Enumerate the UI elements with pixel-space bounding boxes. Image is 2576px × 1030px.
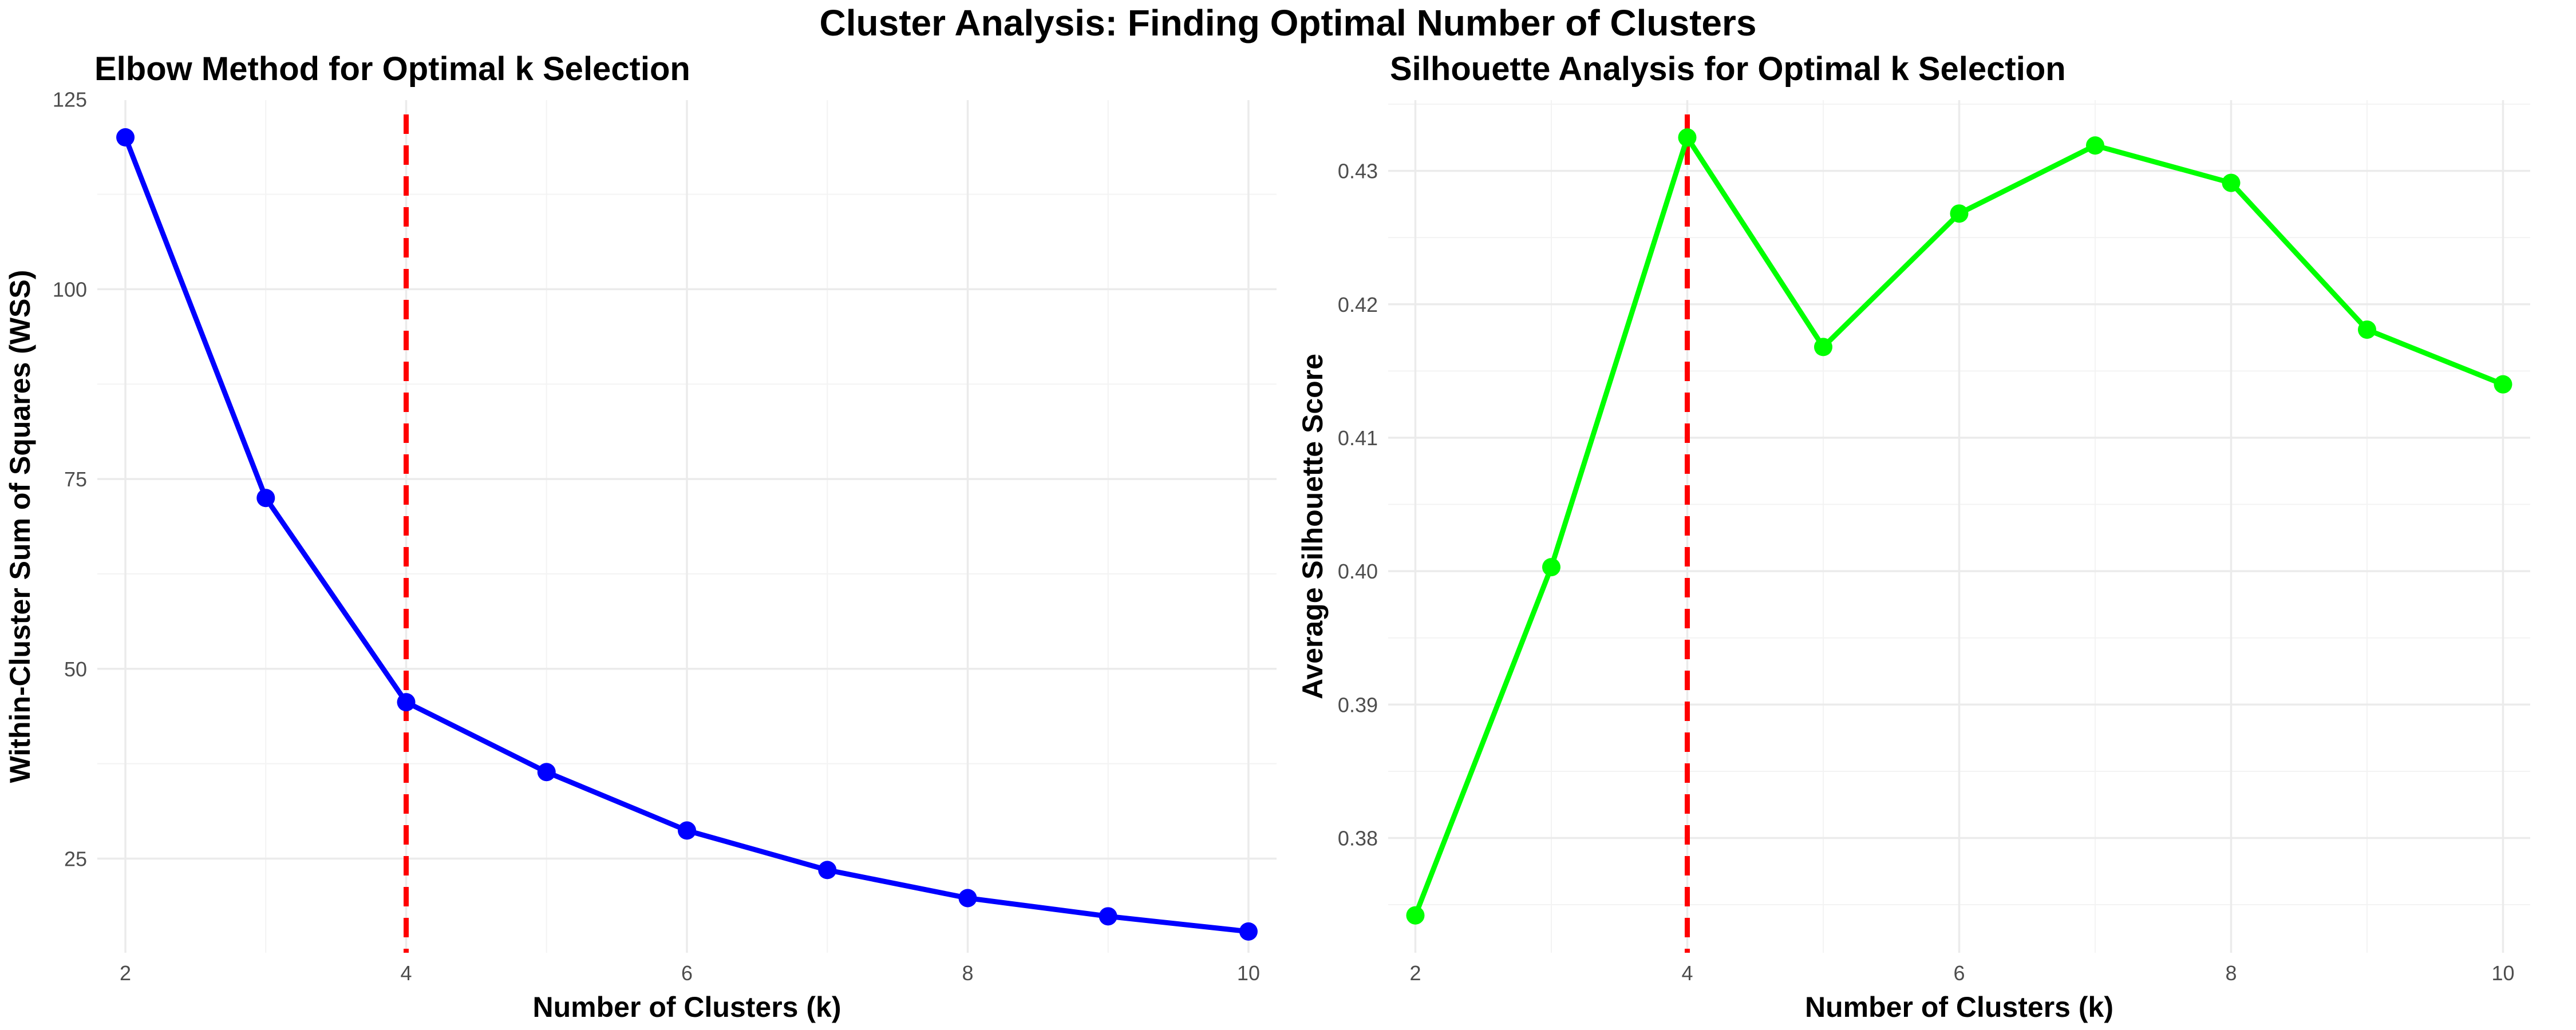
elbow-data-point: [958, 889, 977, 908]
elbow-data-point: [1239, 922, 1258, 941]
elbow-y-tick-label: 100: [53, 278, 87, 301]
silhouette-y-tick-label: 0.43: [1338, 160, 1378, 183]
elbow-x-axis-label: Number of Clusters (k): [533, 991, 841, 1023]
silhouette-data-point: [1406, 906, 1425, 925]
elbow-y-tick-label: 50: [64, 657, 87, 681]
silhouette-x-tick-label: 10: [2491, 961, 2514, 985]
elbow-data-point: [256, 489, 275, 508]
silhouette-data-point: [1678, 128, 1697, 147]
elbow-chart-panel: 2 4 6 8 10 25 50 75 100 125 Elbow Method for Optim…: [4, 50, 1277, 1023]
elbow-y-tick-label: 75: [64, 468, 87, 491]
silhouette-data-point: [2086, 136, 2104, 155]
silhouette-data-point: [2358, 320, 2376, 339]
silhouette-data-point: [2494, 375, 2512, 394]
silhouette-x-axis-label: Number of Clusters (k): [1805, 991, 2113, 1023]
silhouette-chart-title: Silhouette Analysis for Optimal k Select…: [1390, 50, 2066, 88]
elbow-y-axis-label: Within-Cluster Sum of Squares (WSS): [4, 270, 36, 783]
silhouette-data-point: [2222, 173, 2241, 192]
elbow-y-tick-label: 125: [53, 88, 87, 112]
silhouette-data-point: [1950, 204, 1969, 223]
silhouette-x-tick-label: 6: [1953, 961, 1965, 985]
figure-title: Cluster Analysis: Finding Optimal Number…: [820, 2, 1757, 43]
elbow-x-tick-label: 6: [681, 961, 693, 985]
elbow-data-point: [397, 693, 416, 712]
silhouette-x-tick-label: 2: [1409, 961, 1421, 985]
silhouette-y-tick-label: 0.40: [1338, 560, 1378, 583]
silhouette-data-point: [1542, 558, 1560, 577]
silhouette-y-tick-label: 0.42: [1338, 293, 1378, 316]
silhouette-y-axis-label: Average Silhouette Score: [1297, 354, 1329, 699]
elbow-x-tick-label: 10: [1237, 961, 1260, 985]
elbow-y-tick-label: 25: [64, 847, 87, 870]
elbow-x-tick-label: 8: [962, 961, 973, 985]
elbow-x-tick-label: 2: [120, 961, 131, 985]
silhouette-y-tick-label: 0.38: [1338, 826, 1378, 850]
elbow-data-point: [537, 763, 556, 782]
elbow-chart-title: Elbow Method for Optimal k Selection: [94, 50, 690, 88]
silhouette-data-point: [1814, 338, 1832, 356]
silhouette-y-tick-label: 0.39: [1338, 693, 1378, 716]
elbow-data-point: [116, 128, 135, 147]
silhouette-x-tick-label: 8: [2225, 961, 2237, 985]
elbow-x-tick-label: 4: [401, 961, 412, 985]
elbow-data-point: [678, 821, 696, 840]
elbow-data-point: [1099, 907, 1117, 926]
elbow-data-point: [818, 861, 837, 880]
silhouette-y-tick-label: 0.41: [1338, 426, 1378, 450]
silhouette-chart-panel: 2 4 6 8 10 0.38 0.39 0.40 0.41 0.42 0.43 Silhouette…: [1297, 50, 2530, 1023]
silhouette-x-tick-label: 4: [1681, 961, 1693, 985]
